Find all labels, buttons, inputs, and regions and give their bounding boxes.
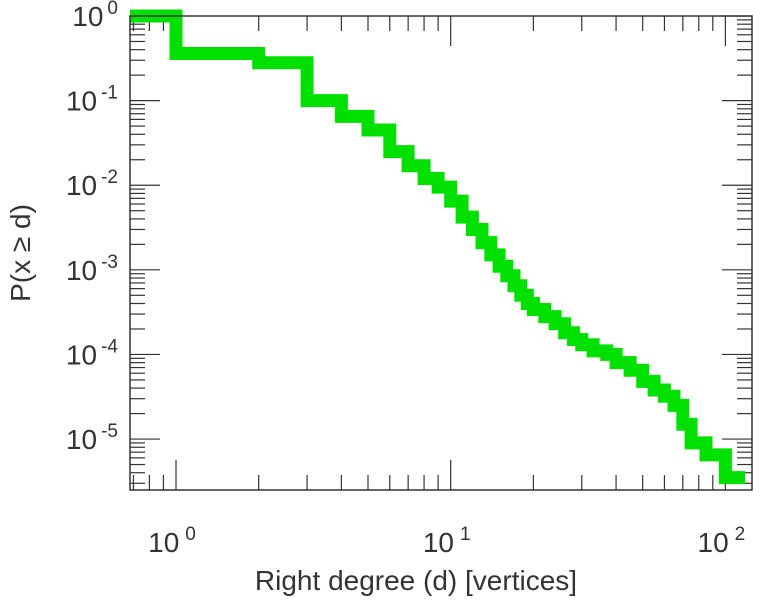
x-tick-exp: 2 (735, 524, 746, 545)
y-tick-base: 10 (66, 255, 97, 286)
x-tick-base: 10 (698, 527, 729, 558)
y-tick-label: 10 -3 (66, 252, 118, 286)
y-tick-base: 10 (72, 1, 103, 32)
y-tick-label: 10 -4 (66, 336, 118, 370)
x-tick-label: 10 1 (423, 524, 471, 558)
x-axis-label: Right degree (d) [vertices] (255, 565, 577, 596)
ticks-layer (130, 15, 752, 490)
y-tick-base: 10 (66, 424, 97, 455)
x-tick-exp: 1 (460, 524, 471, 545)
series-layer (130, 9, 746, 485)
series-line (130, 9, 746, 485)
y-tick-base: 10 (66, 170, 97, 201)
x-tick-base: 10 (148, 527, 179, 558)
y-tick-base: 10 (66, 339, 97, 370)
x-tick-label: 10 0 (148, 524, 196, 558)
y-tick-label: 10 -1 (66, 83, 118, 117)
y-axis-label: P(x ≥ d) (5, 204, 36, 302)
tick-labels-layer: 10 0 10 1 10 210 010 -110 -210 -310 -410 -5 (66, 0, 745, 558)
y-tick-exp: -1 (101, 83, 118, 104)
y-tick-exp: -4 (101, 336, 118, 357)
y-tick-exp: 0 (107, 0, 118, 19)
x-tick-base: 10 (423, 527, 454, 558)
y-tick-base: 10 (66, 86, 97, 117)
y-tick-exp: -5 (101, 421, 118, 442)
x-tick-exp: 0 (185, 524, 196, 545)
plot-frame (129, 15, 753, 491)
x-tick-label: 10 2 (698, 524, 746, 558)
y-tick-label: 10 0 (72, 0, 118, 32)
y-tick-exp: -2 (101, 167, 118, 188)
y-tick-label: 10 -5 (66, 421, 118, 455)
y-tick-exp: -3 (101, 252, 118, 273)
y-tick-label: 10 -2 (66, 167, 118, 201)
